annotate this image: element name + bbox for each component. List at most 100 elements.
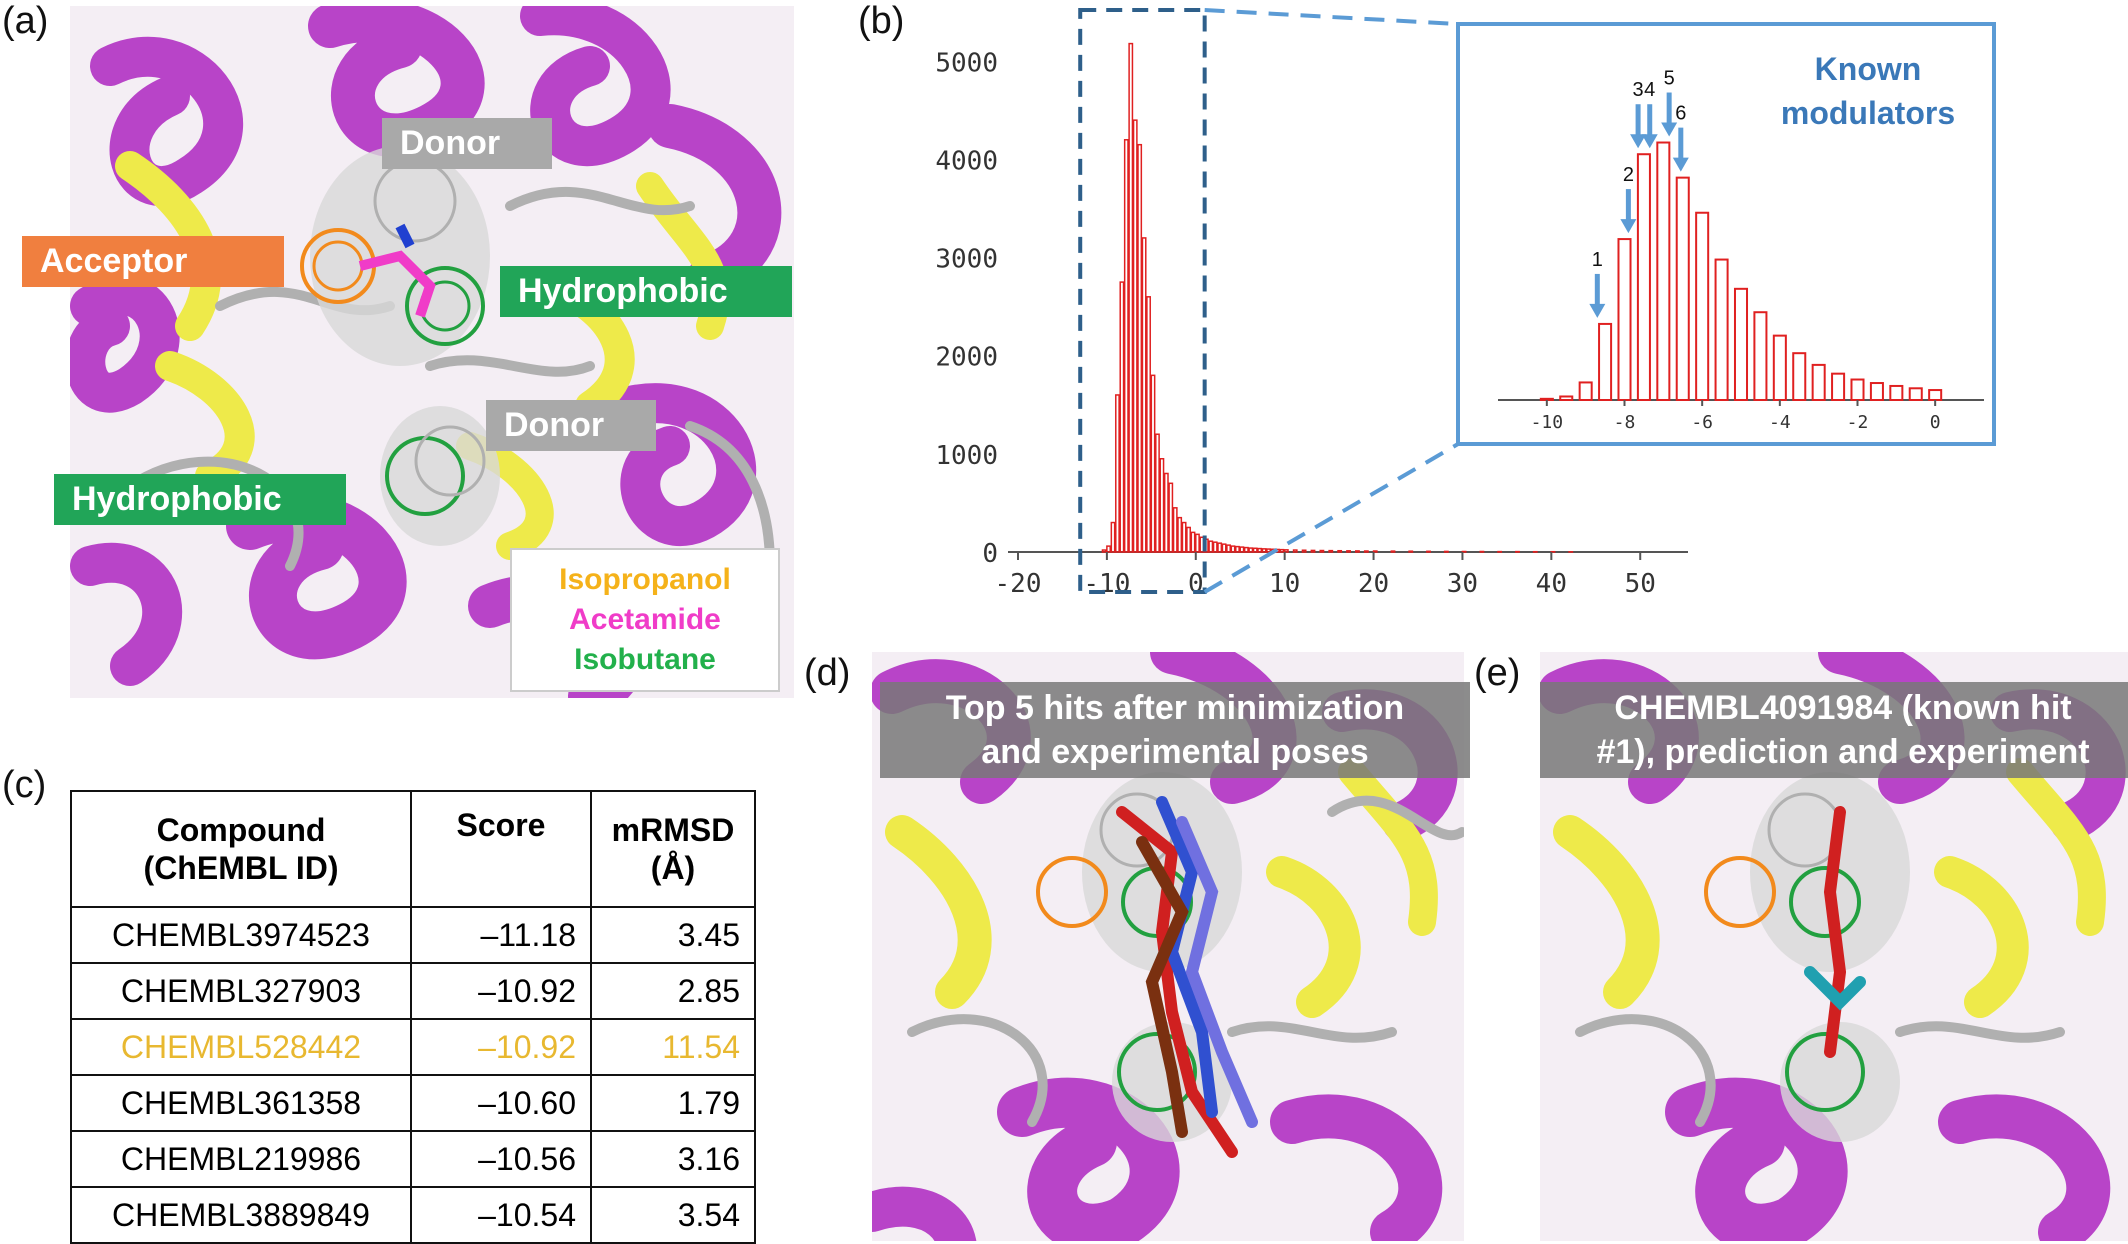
table-header-row: Compound (ChEMBL ID) Score mRMSD (Å) bbox=[71, 791, 755, 907]
compound-table: Compound (ChEMBL ID) Score mRMSD (Å) CHE… bbox=[70, 790, 756, 1244]
histogram-bar bbox=[1240, 547, 1243, 552]
histogram-bar bbox=[1160, 459, 1163, 552]
histogram-bar bbox=[1445, 551, 1448, 552]
x-tick-label: -20 bbox=[995, 569, 1042, 599]
arrow-label: 3 bbox=[1633, 79, 1644, 101]
inset-bar bbox=[1793, 353, 1805, 400]
inset-bar bbox=[1677, 178, 1689, 400]
compound-id-cell: CHEMBL3974523 bbox=[71, 907, 411, 963]
inset-x-tick-label: -8 bbox=[1614, 412, 1636, 433]
inset-bar bbox=[1696, 213, 1708, 400]
y-tick-label: 1000 bbox=[935, 441, 998, 471]
score-cell: –11.18 bbox=[411, 907, 591, 963]
histogram-bar bbox=[1409, 551, 1412, 552]
inset-bar bbox=[1774, 336, 1786, 400]
compound-id-cell: CHEMBL361358 bbox=[71, 1075, 411, 1131]
compound-id-cell: CHEMBL327903 bbox=[71, 963, 411, 1019]
histogram-bar bbox=[1365, 551, 1368, 552]
histogram-bar bbox=[1182, 523, 1185, 552]
x-tick-label: -10 bbox=[1083, 569, 1130, 599]
histogram-bar bbox=[1142, 238, 1145, 552]
histogram-bar bbox=[1174, 508, 1177, 552]
x-tick-label: 10 bbox=[1269, 569, 1300, 599]
x-tick-label: 40 bbox=[1536, 569, 1567, 599]
histogram-bar bbox=[1156, 434, 1159, 552]
score-cell: –10.56 bbox=[411, 1131, 591, 1187]
mrmsd-cell: 1.79 bbox=[591, 1075, 755, 1131]
donor-label-top: Donor bbox=[382, 118, 552, 169]
histogram-bar bbox=[1285, 550, 1288, 552]
legend-isobutane: Isobutane bbox=[528, 640, 762, 680]
inset-bar bbox=[1541, 399, 1553, 400]
histogram-bar bbox=[1209, 541, 1212, 552]
histogram-bar bbox=[1169, 483, 1172, 552]
mrmsd-cell: 11.54 bbox=[591, 1019, 755, 1075]
inset-bar bbox=[1754, 312, 1766, 400]
histogram-bar bbox=[1116, 395, 1119, 552]
histogram-bar bbox=[1191, 532, 1194, 552]
inset-bar bbox=[1716, 260, 1728, 400]
y-tick-label: 0 bbox=[982, 539, 998, 569]
inset-x-tick-label: -6 bbox=[1691, 412, 1713, 433]
donor-label-middle: Donor bbox=[486, 400, 656, 451]
compound-id-cell: CHEMBL219986 bbox=[71, 1131, 411, 1187]
mrmsd-cell: 3.16 bbox=[591, 1131, 755, 1187]
inset-bar bbox=[1929, 390, 1941, 400]
probe-legend: Isopropanol Acetamide Isobutane bbox=[510, 548, 780, 692]
inset-bar bbox=[1560, 396, 1572, 400]
inset-bar bbox=[1851, 380, 1863, 400]
histogram-bar bbox=[1111, 523, 1114, 552]
panel-letter-e: (e) bbox=[1474, 652, 1520, 695]
y-tick-label: 5000 bbox=[935, 48, 998, 78]
mrmsd-cell: 2.85 bbox=[591, 963, 755, 1019]
histogram-bar bbox=[1222, 544, 1225, 552]
y-tick-label: 4000 bbox=[935, 146, 998, 176]
histogram-bar bbox=[1320, 551, 1323, 552]
score-cell: –10.60 bbox=[411, 1075, 591, 1131]
inset-bar bbox=[1890, 386, 1902, 400]
histogram-bar bbox=[1218, 543, 1221, 552]
histogram-bar bbox=[1138, 145, 1141, 552]
score-cell: –10.92 bbox=[411, 963, 591, 1019]
score-cell: –10.54 bbox=[411, 1187, 591, 1243]
histogram-bar bbox=[1178, 518, 1181, 552]
histogram-bar bbox=[1374, 551, 1377, 552]
inset-x-tick-label: 0 bbox=[1930, 412, 1941, 433]
histogram-bar bbox=[1347, 551, 1350, 552]
histogram-bar bbox=[1125, 140, 1128, 552]
inset-x-tick-label: -2 bbox=[1847, 412, 1869, 433]
panel-letter-d: (d) bbox=[804, 652, 850, 695]
header-compound: Compound (ChEMBL ID) bbox=[71, 791, 411, 907]
inset-bar bbox=[1580, 382, 1592, 400]
inset-bar bbox=[1618, 239, 1630, 400]
histogram-bar bbox=[1262, 549, 1265, 552]
inset-bar bbox=[1871, 383, 1883, 400]
histogram-bar bbox=[1151, 375, 1154, 552]
histogram-bar bbox=[1338, 551, 1341, 552]
score-cell: –10.92 bbox=[411, 1019, 591, 1075]
histogram-bar bbox=[1280, 550, 1283, 552]
histogram-bar bbox=[1254, 548, 1257, 552]
caption-d: Top 5 hits after minimization and experi… bbox=[880, 682, 1470, 778]
inset-title-modulators: modulators bbox=[1781, 95, 1955, 131]
inset-bar bbox=[1910, 388, 1922, 400]
hydrophobic-label-left: Hydrophobic bbox=[54, 474, 346, 525]
histogram-bar bbox=[1120, 282, 1123, 552]
caption-e: CHEMBL4091984 (known hit #1), prediction… bbox=[1540, 682, 2128, 778]
histogram-bar bbox=[1249, 548, 1252, 552]
histogram-bar bbox=[1165, 473, 1168, 552]
inset-bar bbox=[1638, 154, 1650, 400]
histogram-bar bbox=[1356, 551, 1359, 552]
x-tick-label: 20 bbox=[1358, 569, 1389, 599]
inset-x-tick-label: -10 bbox=[1531, 412, 1564, 433]
header-mrmsd: mRMSD (Å) bbox=[591, 791, 755, 907]
histogram-bar bbox=[1427, 551, 1430, 552]
histogram-bar bbox=[1245, 548, 1248, 552]
zoom-line-top bbox=[1205, 10, 1458, 24]
inset-bar bbox=[1832, 374, 1844, 400]
